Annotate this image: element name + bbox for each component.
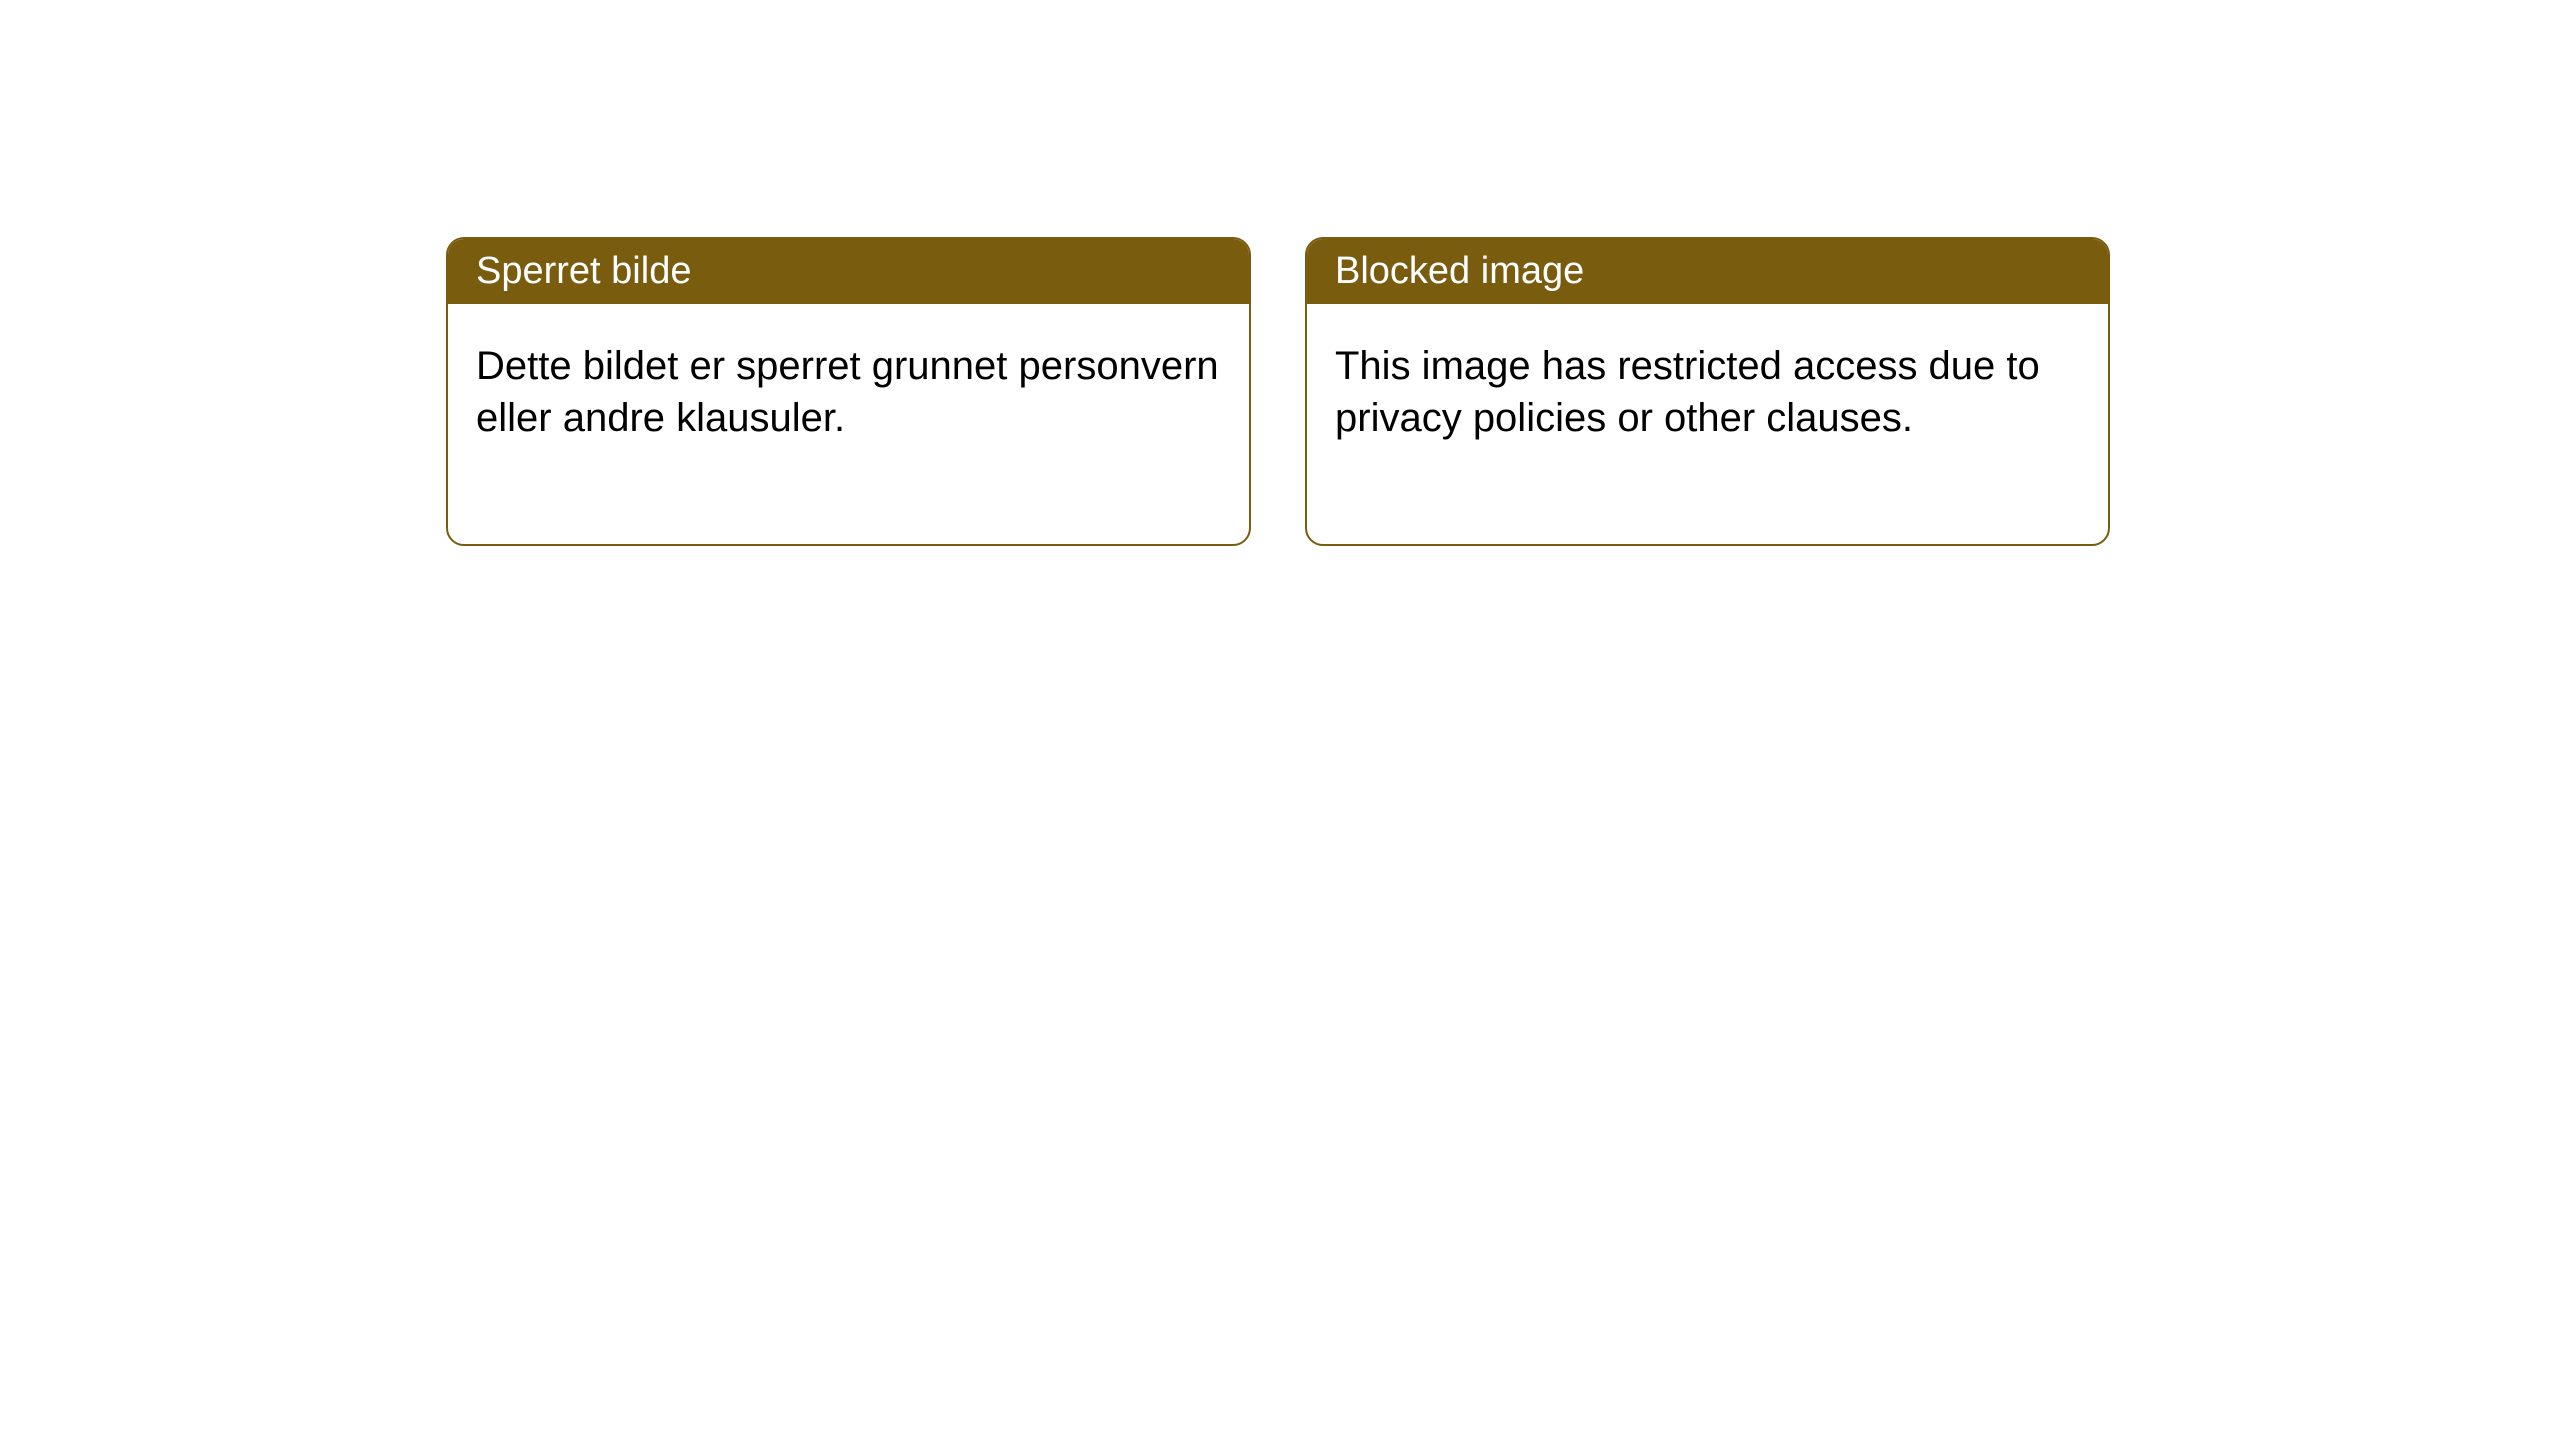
notice-cards-container: Sperret bilde Dette bildet er sperret gr… xyxy=(446,237,2110,546)
notice-card-title: Sperret bilde xyxy=(476,250,691,292)
notice-card-body: Dette bildet er sperret grunnet personve… xyxy=(448,304,1249,544)
notice-card-header: Blocked image xyxy=(1307,239,2108,304)
notice-card-text: Dette bildet er sperret grunnet personve… xyxy=(476,344,1219,440)
notice-card-body: This image has restricted access due to … xyxy=(1307,304,2108,544)
notice-card-text: This image has restricted access due to … xyxy=(1335,344,2040,440)
notice-card-title: Blocked image xyxy=(1335,250,1584,292)
notice-card-header: Sperret bilde xyxy=(448,239,1249,304)
notice-card-english: Blocked image This image has restricted … xyxy=(1305,237,2110,546)
notice-card-norwegian: Sperret bilde Dette bildet er sperret gr… xyxy=(446,237,1251,546)
